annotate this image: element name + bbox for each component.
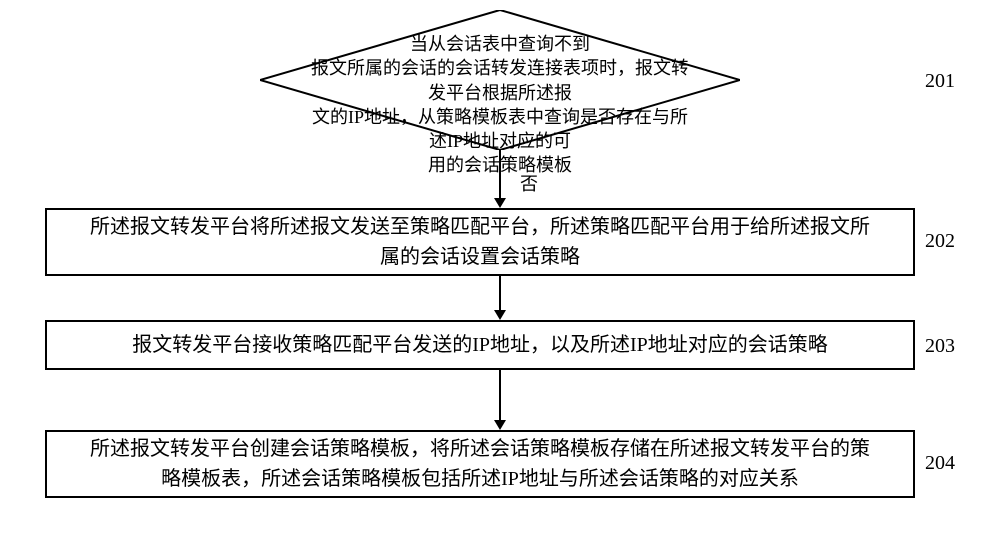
decision-label: 201 bbox=[925, 70, 955, 93]
edge-1-label: 否 bbox=[520, 170, 538, 196]
step-203-text: 报文转发平台接收策略匹配平台发送的IP地址，以及所述IP地址对应的会话策略 bbox=[132, 330, 828, 360]
step-202-label: 202 bbox=[925, 230, 955, 253]
step-203-label: 203 bbox=[925, 335, 955, 358]
edge-1-arrow bbox=[494, 198, 506, 208]
flowchart-canvas: 当从会话表中查询不到报文所属的会话的会话转发连接表项时，报文转发平台根据所述报文… bbox=[0, 0, 1000, 545]
step-204-text: 所述报文转发平台创建会话策略模板，将所述会话策略模板存储在所述报文转发平台的策略… bbox=[90, 434, 870, 494]
step-203-box: 报文转发平台接收策略匹配平台发送的IP地址，以及所述IP地址对应的会话策略 bbox=[45, 320, 915, 370]
edge-1-line bbox=[499, 150, 501, 198]
step-204-box: 所述报文转发平台创建会话策略模板，将所述会话策略模板存储在所述报文转发平台的策略… bbox=[45, 430, 915, 498]
edge-2-arrow bbox=[494, 310, 506, 320]
edge-3-arrow bbox=[494, 420, 506, 430]
step-204-label: 204 bbox=[925, 452, 955, 475]
edge-2-line bbox=[499, 276, 501, 310]
step-202-box: 所述报文转发平台将所述报文发送至策略匹配平台，所述策略匹配平台用于给所述报文所属… bbox=[45, 208, 915, 276]
edge-3-line bbox=[499, 370, 501, 420]
decision-node: 当从会话表中查询不到报文所属的会话的会话转发连接表项时，报文转发平台根据所述报文… bbox=[260, 10, 740, 150]
step-202-text: 所述报文转发平台将所述报文发送至策略匹配平台，所述策略匹配平台用于给所述报文所属… bbox=[90, 212, 870, 272]
